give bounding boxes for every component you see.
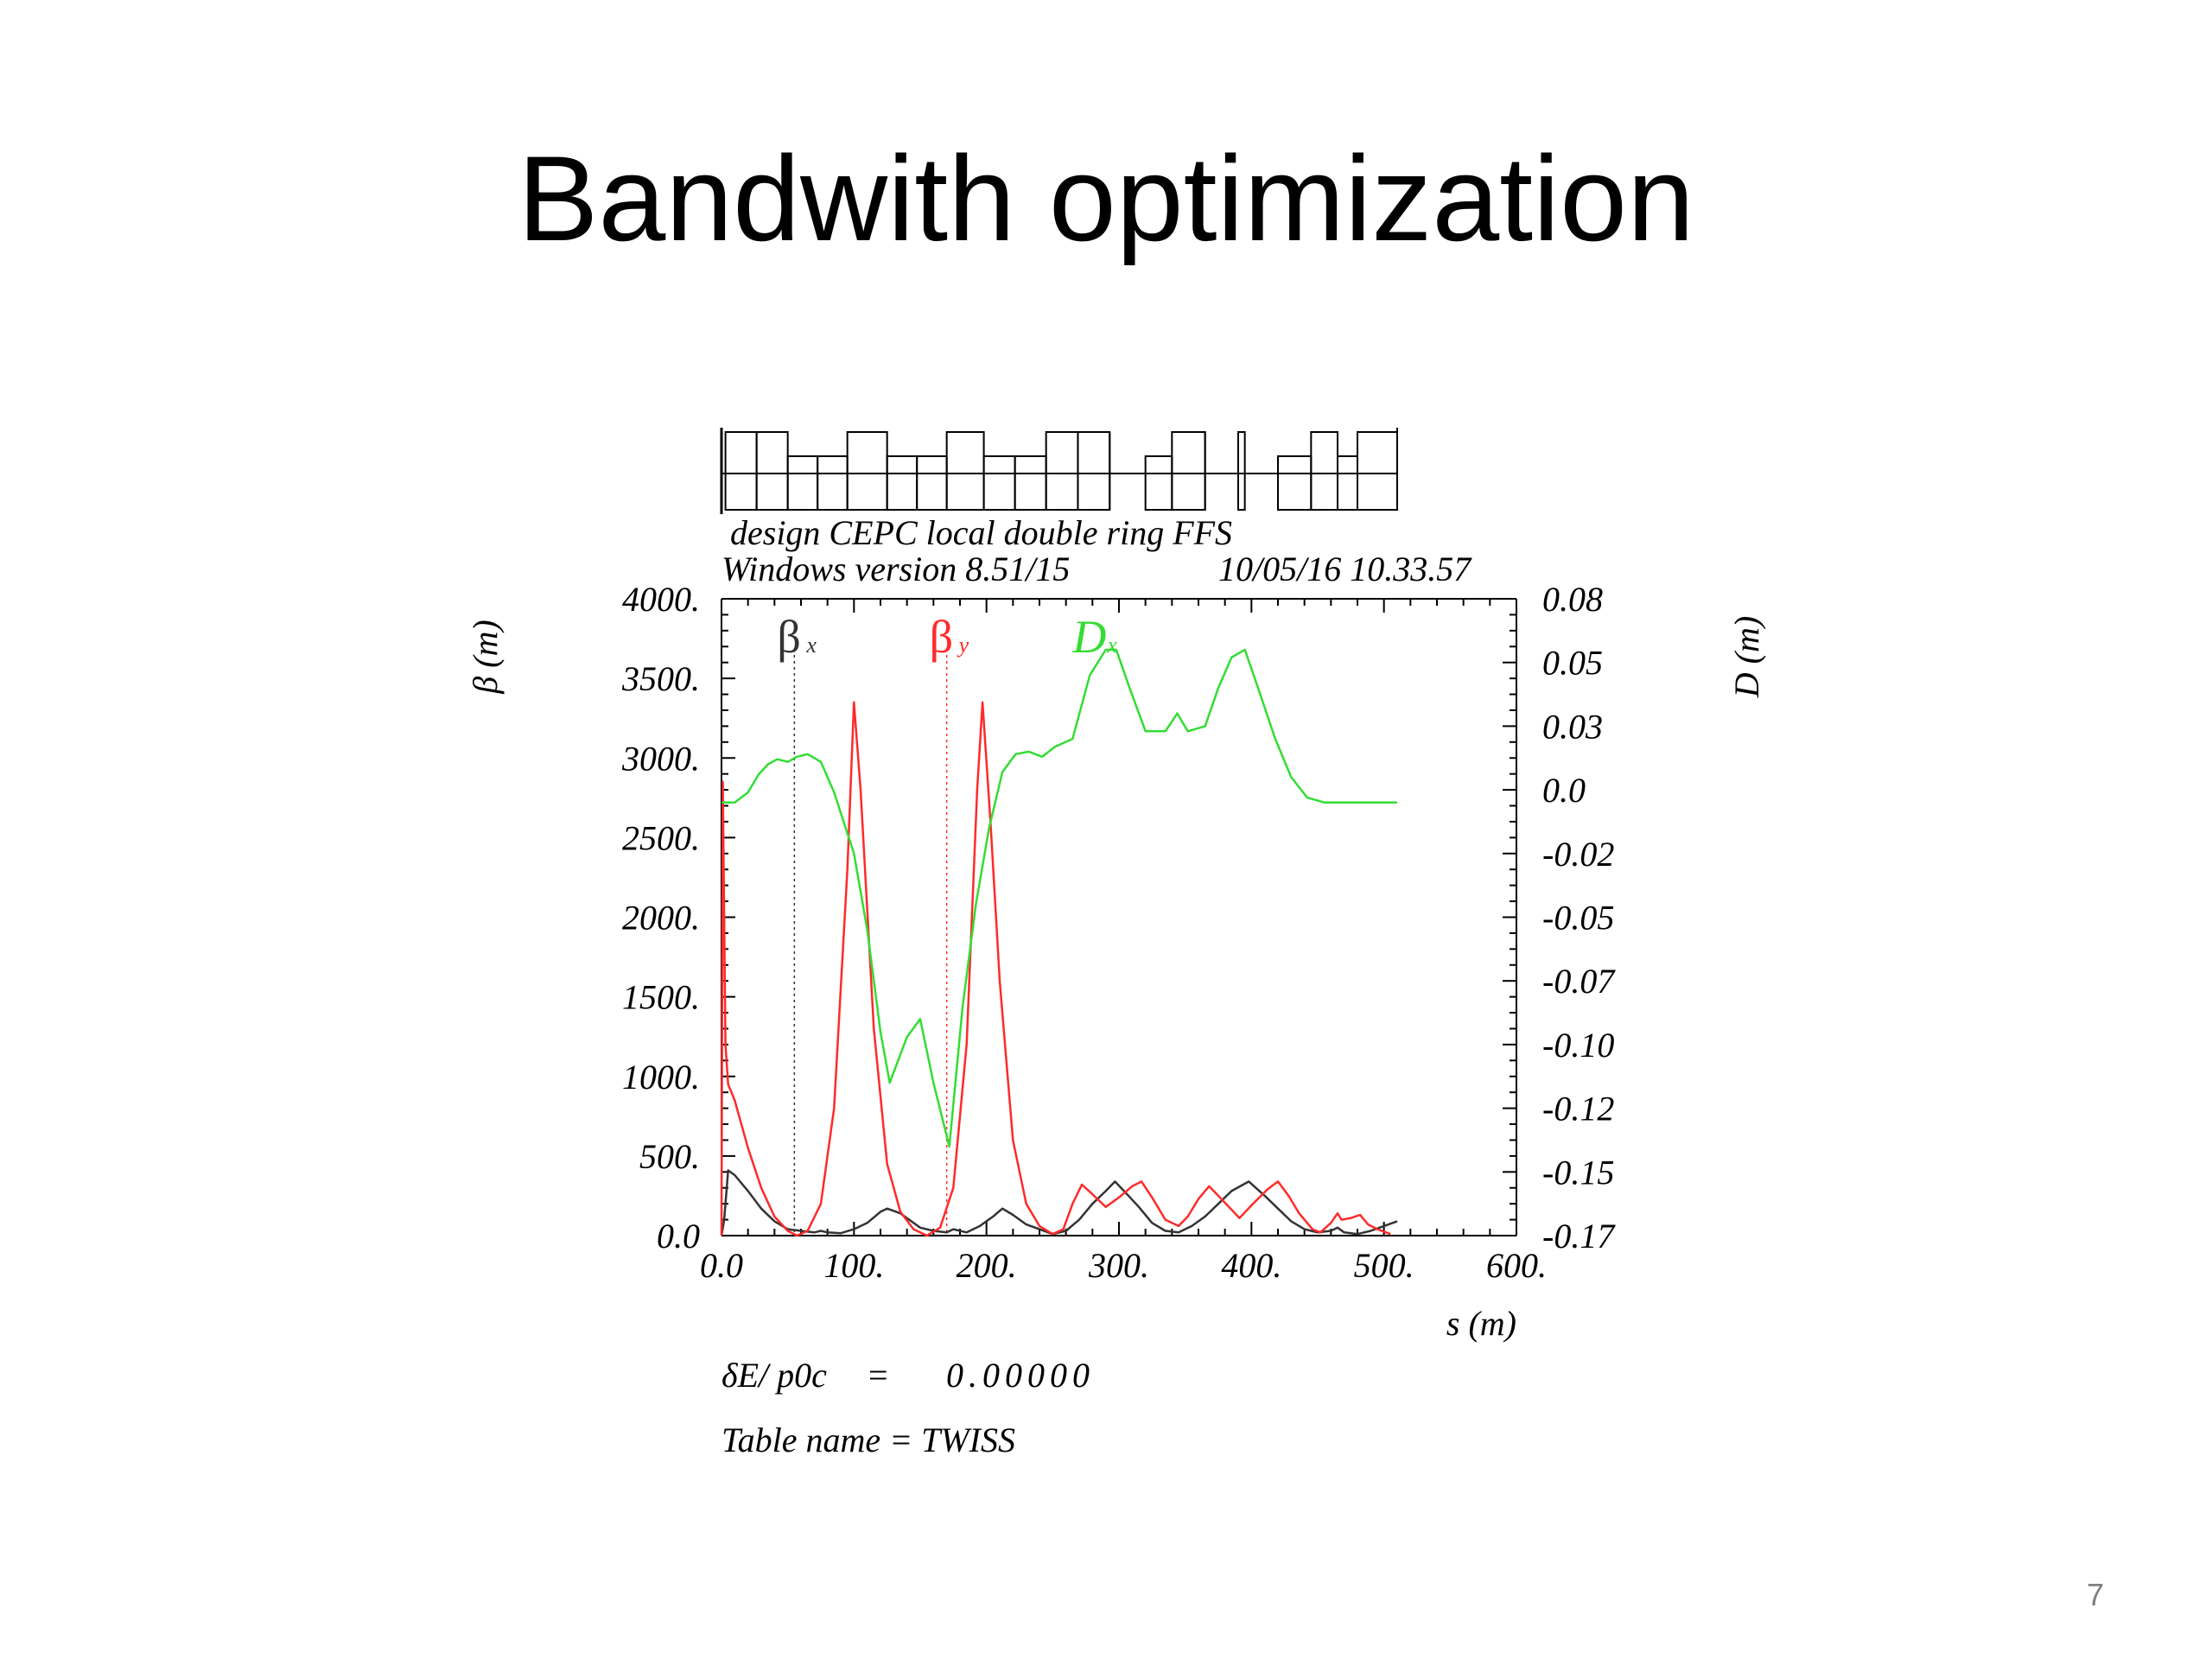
lattice-element — [1045, 431, 1079, 511]
y-right-tick-label: -0.17 — [1542, 1217, 1616, 1255]
y-left-tick-label: 500. — [639, 1137, 700, 1176]
x-tick-label: 0.0 — [700, 1246, 743, 1285]
lattice-element — [1144, 455, 1173, 511]
y-left-tick-label: 2000. — [622, 899, 700, 938]
lattice-element — [916, 455, 948, 511]
x-tick-label: 300. — [1088, 1246, 1149, 1285]
legend-subscript-dispersion: x — [1106, 632, 1117, 658]
lattice-element — [945, 431, 985, 511]
y-left-tick-label: 4000. — [622, 580, 700, 619]
lattice-element — [846, 431, 888, 511]
lattice-element — [1337, 455, 1358, 511]
lattice-element — [755, 431, 789, 511]
y-left-tick-label: 1000. — [622, 1058, 700, 1096]
y-left-tick-label: 2500. — [622, 818, 700, 857]
x-tick-label: 200. — [957, 1246, 1017, 1285]
table-name: Table name = TWISS — [721, 1421, 1015, 1459]
slide-title: Bandwith optimization — [518, 130, 1694, 266]
lattice-element — [1077, 431, 1111, 511]
y-right-tick-label: -0.07 — [1542, 962, 1616, 1001]
page-number: 7 — [2086, 1577, 2104, 1612]
delta-equals: = — [868, 1356, 888, 1395]
y-right-tick-label: 0.03 — [1542, 707, 1603, 746]
y-axis-left-label: β (m) — [466, 620, 505, 694]
lattice-element — [786, 455, 819, 511]
y-left-tick-label: 1500. — [622, 978, 700, 1017]
lattice-element — [886, 455, 918, 511]
lattice-element — [1237, 431, 1246, 511]
lattice-element — [1171, 431, 1206, 511]
x-axis-label: s (m) — [1446, 1304, 1516, 1343]
y-left-tick-label: 3000. — [621, 739, 700, 778]
y-axis-right-label: D (m) — [1727, 616, 1766, 698]
lattice-element — [982, 455, 1016, 511]
lattice-element — [1277, 455, 1313, 511]
y-right-tick-label: 0.08 — [1542, 580, 1603, 619]
x-tick-label: 500. — [1354, 1246, 1414, 1285]
y-right-tick-label: -0.10 — [1542, 1026, 1614, 1065]
lattice-element — [817, 455, 849, 511]
series-line-dispersion — [721, 648, 1397, 1148]
lattice-element — [1357, 431, 1398, 511]
legend-symbol-dispersion: D — [1071, 611, 1106, 663]
legend-subscript-beta_y: y — [957, 632, 969, 658]
plot-axes — [721, 598, 1517, 1236]
series-line-beta_x — [720, 1169, 1398, 1236]
y-left-tick-label: 0.0 — [657, 1217, 700, 1255]
lattice-layout — [720, 428, 1398, 514]
lattice-element — [724, 431, 758, 511]
series-line-beta_y — [720, 701, 1391, 1237]
y-right-tick-label: -0.12 — [1542, 1090, 1614, 1128]
lattice-element — [1014, 455, 1047, 511]
y-right-tick-label: 0.05 — [1542, 644, 1603, 683]
lattice-element — [1310, 431, 1339, 511]
x-tick-label: 100. — [823, 1246, 884, 1285]
y-right-tick-label: 0.0 — [1542, 771, 1586, 810]
legend-subscript-beta_x: x — [805, 632, 817, 658]
plot-series — [720, 648, 1398, 1237]
plot-header-line2-left: Windows version 8.51/15 — [721, 550, 1070, 588]
y-right-tick-label: -0.05 — [1542, 899, 1614, 938]
plot-header-line2-right: 10/05/16 10.33.57 — [1218, 550, 1472, 588]
y-right-tick-label: -0.02 — [1542, 835, 1614, 874]
delta-label: δE/ p0c — [721, 1356, 827, 1395]
delta-value: 0.00000 — [946, 1356, 1095, 1395]
axis-ticks: 0.0 100. 200. 300. 400. 500. 600. 0.0 500. 1000. 1… — [621, 580, 1616, 1285]
legend-symbol-beta_y: β — [930, 611, 953, 663]
x-tick-label: 600. — [1486, 1246, 1547, 1285]
x-tick-label: 400. — [1221, 1246, 1281, 1285]
legend-symbol-beta_x: β — [777, 611, 800, 663]
y-right-tick-label: -0.15 — [1542, 1153, 1614, 1192]
y-left-tick-label: 3500. — [621, 659, 700, 698]
plot-header-line1: design CEPC local double ring FFS — [730, 513, 1232, 552]
